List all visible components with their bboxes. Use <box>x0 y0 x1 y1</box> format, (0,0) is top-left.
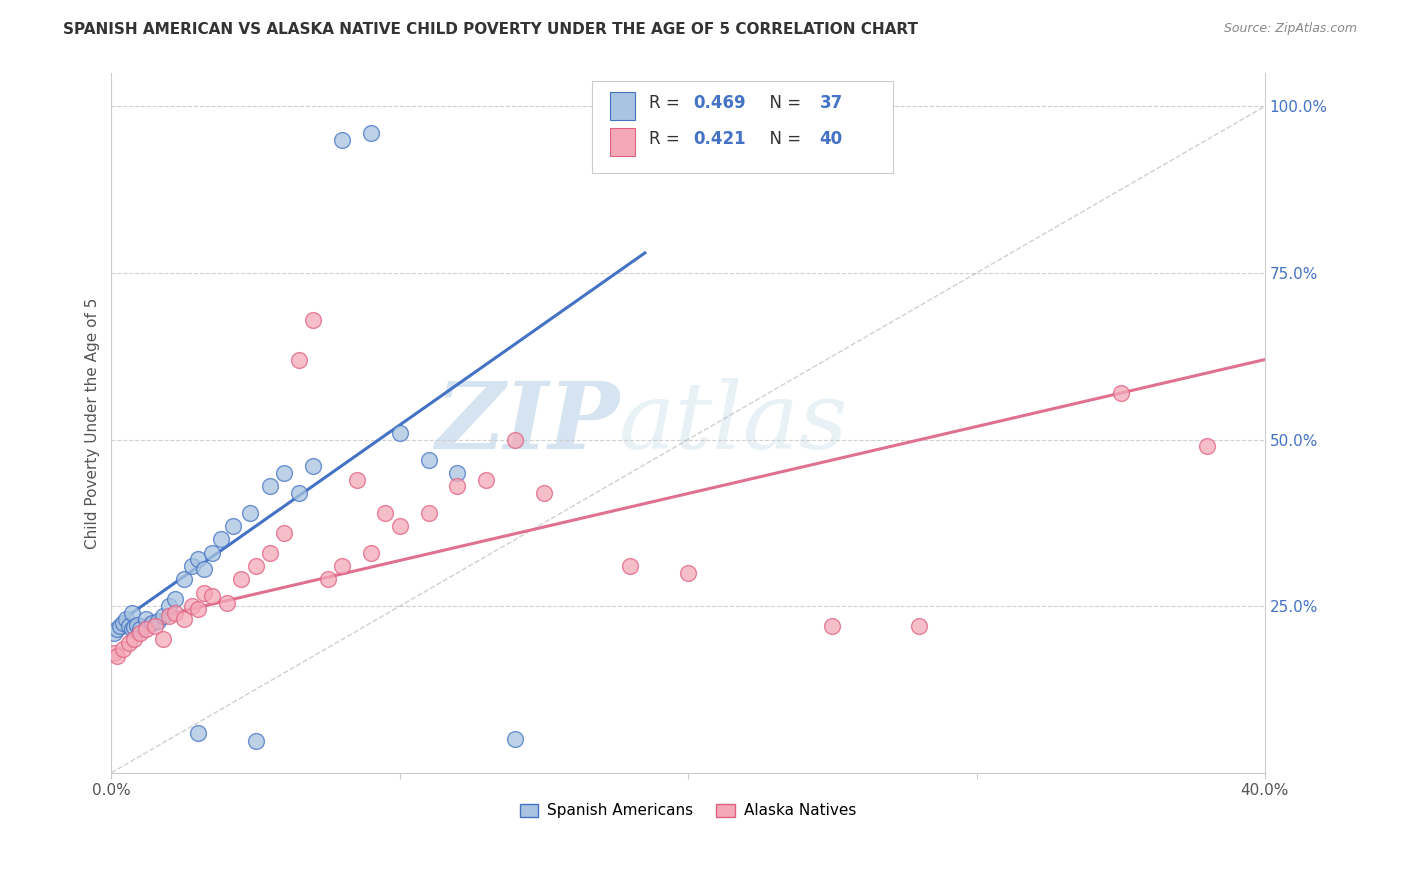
Point <box>201 589 224 603</box>
Point <box>215 596 238 610</box>
Point <box>173 573 195 587</box>
Point <box>103 625 125 640</box>
Point <box>418 452 440 467</box>
Point <box>157 599 180 614</box>
Point <box>239 506 262 520</box>
Point <box>129 625 152 640</box>
Point <box>141 615 163 630</box>
Point <box>1197 439 1219 453</box>
Point <box>114 612 136 626</box>
Point <box>103 646 125 660</box>
Point <box>111 642 134 657</box>
Point <box>273 525 295 540</box>
Point <box>118 636 141 650</box>
Point <box>209 533 232 547</box>
Point <box>316 573 339 587</box>
Text: 0.421: 0.421 <box>693 130 745 148</box>
Point <box>908 619 931 633</box>
Point <box>173 612 195 626</box>
Point <box>105 623 128 637</box>
Point <box>143 619 166 633</box>
Point <box>181 599 204 614</box>
Point <box>121 606 143 620</box>
Point <box>676 566 699 580</box>
Point <box>374 506 396 520</box>
Point <box>127 617 149 632</box>
Point <box>533 486 555 500</box>
Point <box>503 732 526 747</box>
Point <box>221 519 243 533</box>
Point <box>619 559 641 574</box>
Point <box>288 352 311 367</box>
Point <box>475 473 498 487</box>
Point <box>446 479 468 493</box>
Point <box>111 615 134 630</box>
Text: R =: R = <box>650 130 685 148</box>
Point <box>108 619 131 633</box>
Point <box>121 623 143 637</box>
FancyBboxPatch shape <box>610 128 636 155</box>
Point <box>118 619 141 633</box>
Point <box>135 612 157 626</box>
Point <box>360 546 382 560</box>
Legend: Spanish Americans, Alaska Natives: Spanish Americans, Alaska Natives <box>513 797 862 824</box>
Point <box>152 632 174 647</box>
Point <box>259 546 281 560</box>
Point <box>163 592 186 607</box>
Point <box>388 519 411 533</box>
Point <box>302 312 325 326</box>
Point <box>152 609 174 624</box>
Point <box>135 623 157 637</box>
Text: 0.469: 0.469 <box>693 94 745 112</box>
Point <box>187 602 209 616</box>
Point <box>187 725 209 739</box>
Point <box>187 552 209 566</box>
Point <box>231 573 253 587</box>
Point <box>129 623 152 637</box>
Point <box>446 466 468 480</box>
Point <box>163 606 186 620</box>
Point <box>330 133 353 147</box>
FancyBboxPatch shape <box>592 81 893 173</box>
Point <box>245 559 267 574</box>
Point <box>201 546 224 560</box>
Point <box>146 614 169 628</box>
Point <box>388 425 411 440</box>
Y-axis label: Child Poverty Under the Age of 5: Child Poverty Under the Age of 5 <box>86 297 100 549</box>
Point <box>124 632 146 647</box>
Point <box>330 559 353 574</box>
Point <box>288 486 311 500</box>
FancyBboxPatch shape <box>610 92 636 120</box>
Point <box>124 620 146 634</box>
Point <box>1109 385 1132 400</box>
Text: SPANISH AMERICAN VS ALASKA NATIVE CHILD POVERTY UNDER THE AGE OF 5 CORRELATION C: SPANISH AMERICAN VS ALASKA NATIVE CHILD … <box>63 22 918 37</box>
Point <box>181 559 204 574</box>
Point <box>105 649 128 664</box>
Text: Source: ZipAtlas.com: Source: ZipAtlas.com <box>1223 22 1357 36</box>
Point <box>346 473 368 487</box>
Text: ZIP: ZIP <box>434 378 619 468</box>
Point <box>821 619 844 633</box>
Point <box>259 479 281 493</box>
Point <box>503 433 526 447</box>
Text: atlas: atlas <box>619 378 848 468</box>
Point <box>193 586 215 600</box>
Point <box>245 733 267 747</box>
Text: N =: N = <box>758 94 806 112</box>
Point <box>302 459 325 474</box>
Text: R =: R = <box>650 94 685 112</box>
Text: 40: 40 <box>820 130 842 148</box>
Point <box>360 126 382 140</box>
Point <box>157 609 180 624</box>
Text: 37: 37 <box>820 94 842 112</box>
Point <box>273 466 295 480</box>
Text: N =: N = <box>758 130 806 148</box>
Point <box>193 562 215 576</box>
Point <box>418 506 440 520</box>
